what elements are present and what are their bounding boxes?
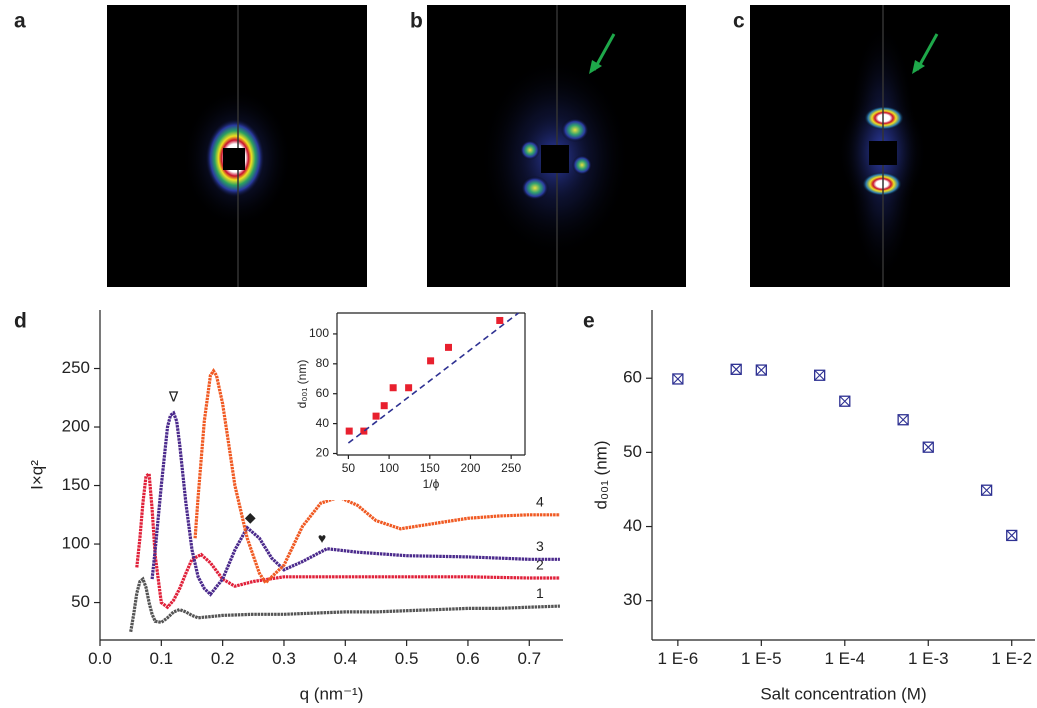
scattering-image-b — [427, 5, 686, 287]
y-axis-label: I×q² — [27, 460, 46, 490]
data-point — [730, 363, 742, 375]
point-part — [672, 373, 684, 385]
point-part — [922, 441, 934, 453]
y-axis-label: d₀₀₁ (nm) — [295, 360, 309, 409]
data-line — [150, 410, 560, 597]
x-tick-label: 0.3 — [272, 649, 296, 668]
point-part — [839, 395, 851, 407]
x-tick-label: 0.6 — [456, 649, 480, 668]
data-point — [444, 343, 452, 351]
point-part — [897, 414, 909, 426]
y-tick-label: 80 — [316, 356, 330, 370]
annotation: ♥ — [318, 530, 326, 546]
point-part — [922, 441, 934, 453]
x-tick-label: 0.1 — [150, 649, 174, 668]
x-tick-label: 1 E-2 — [991, 649, 1032, 668]
x-tick-label: 1 E-3 — [908, 649, 949, 668]
panel-label: a — [14, 10, 26, 33]
x-axis-label: q (nm⁻¹) — [300, 684, 364, 703]
point-part — [1006, 530, 1018, 541]
panel-label: d — [14, 310, 27, 333]
series-label: 2 — [536, 557, 544, 573]
fit-line — [347, 312, 519, 444]
scattering-image-a — [107, 5, 367, 287]
data-point — [427, 357, 435, 365]
x-axis-label: Salt concentration (M) — [760, 684, 926, 703]
x-tick-label: 1 E-4 — [824, 649, 865, 668]
x-tick-label: 200 — [460, 461, 480, 475]
data-point — [672, 373, 684, 385]
point-part — [1006, 529, 1018, 542]
panel-label: c — [733, 10, 745, 33]
data-point — [814, 369, 826, 381]
y-tick-label: 60 — [316, 386, 330, 400]
data-point — [980, 484, 993, 496]
x-tick-label: 1 E-6 — [658, 649, 699, 668]
point-part — [814, 369, 826, 381]
x-tick-label: 0.7 — [517, 649, 541, 668]
data-point — [922, 441, 934, 453]
point-part — [730, 363, 742, 375]
data-point — [345, 427, 353, 435]
x-tick-label: 0.0 — [88, 649, 112, 668]
point-part — [814, 369, 826, 381]
data-point — [372, 412, 380, 420]
point-part — [755, 364, 767, 376]
point-part — [980, 484, 993, 496]
x-tick-label: 150 — [420, 461, 440, 475]
data-line — [135, 470, 560, 610]
point-part — [839, 395, 851, 407]
y-tick-label: 150 — [62, 475, 90, 494]
x-tick-label: 50 — [342, 461, 356, 475]
y-tick-label: 60 — [623, 368, 642, 387]
data-line — [193, 368, 560, 586]
series-label: 1 — [536, 585, 544, 601]
y-tick-label: 200 — [62, 417, 90, 436]
data-line — [129, 576, 560, 633]
point-part — [755, 364, 767, 376]
series-label: 4 — [536, 493, 544, 509]
panel-label: e — [583, 310, 595, 333]
series-label: 3 — [536, 538, 544, 554]
y-tick-label: 50 — [623, 442, 642, 461]
point-part — [981, 484, 992, 496]
x-axis-label: 1/ϕ — [423, 477, 440, 491]
data-point — [897, 414, 909, 426]
panel-label: b — [410, 10, 423, 33]
y-tick-label: 40 — [623, 516, 642, 535]
x-tick-label: 0.5 — [395, 649, 419, 668]
x-tick-label: 100 — [379, 461, 399, 475]
y-tick-label: 100 — [309, 326, 329, 340]
annotation: ∇ — [168, 388, 179, 404]
y-tick-label: 250 — [62, 358, 90, 377]
y-tick-label: 20 — [316, 446, 330, 460]
y-tick-label: 30 — [623, 590, 642, 609]
data-point — [380, 402, 388, 410]
y-axis-label: d₀₀₁ (nm) — [591, 441, 610, 510]
point-part — [672, 373, 684, 385]
data-point — [405, 384, 413, 392]
data-point — [389, 384, 397, 392]
y-tick-label: 50 — [71, 592, 90, 611]
annotation: ◆ — [245, 509, 256, 525]
x-tick-label: 0.4 — [333, 649, 357, 668]
data-point — [496, 316, 504, 324]
data-point — [1006, 529, 1018, 542]
scattering-image-c — [750, 5, 1010, 287]
point-part — [897, 414, 909, 426]
x-tick-label: 0.2 — [211, 649, 235, 668]
point-part — [730, 363, 742, 375]
data-point — [755, 364, 767, 376]
data-point — [360, 427, 368, 435]
y-tick-label: 40 — [316, 416, 330, 430]
x-tick-label: 250 — [501, 461, 521, 475]
data-point — [839, 395, 851, 407]
y-tick-label: 100 — [62, 534, 90, 553]
inset-background — [300, 305, 532, 500]
x-tick-label: 1 E-5 — [741, 649, 782, 668]
